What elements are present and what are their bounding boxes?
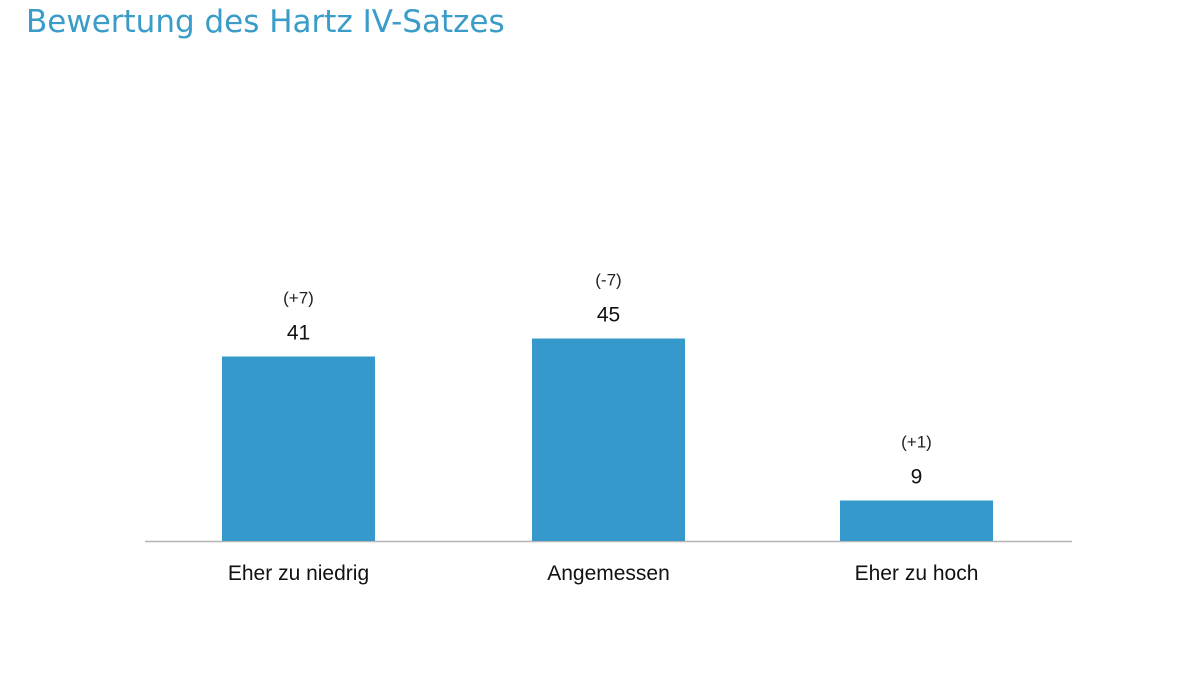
category-label: Angemessen xyxy=(547,562,670,585)
change-label: (+7) xyxy=(283,289,314,308)
change-label: (+1) xyxy=(901,433,932,452)
category-label: Eher zu hoch xyxy=(855,562,979,585)
bar xyxy=(222,356,375,541)
data-label: 45 xyxy=(597,304,620,327)
chart-title: Bewertung des Hartz IV-Satzes xyxy=(26,4,505,40)
bar xyxy=(840,500,993,541)
category-label: Eher zu niedrig xyxy=(228,562,369,585)
data-label: 9 xyxy=(911,466,923,489)
change-label: (-7) xyxy=(595,271,621,290)
bar xyxy=(532,338,685,541)
data-label: 41 xyxy=(287,322,310,345)
